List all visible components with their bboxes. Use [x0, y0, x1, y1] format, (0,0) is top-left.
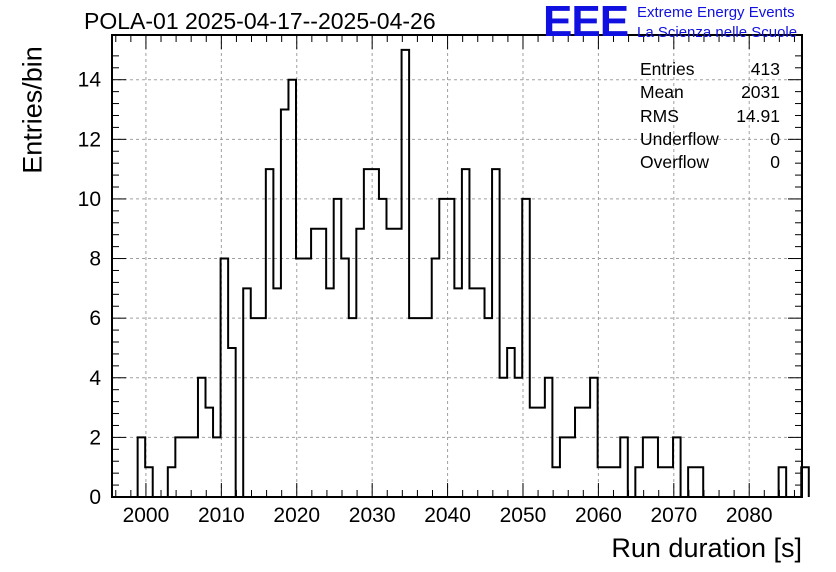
x-tick-label: 2050 — [500, 504, 547, 527]
chart-title: POLA-01 2025-04-17--2025-04-26 — [84, 8, 436, 34]
y-tick-label: 8 — [89, 248, 101, 271]
stats-row-underflow: Underflow 0 — [640, 128, 780, 151]
stats-value: 413 — [750, 59, 780, 79]
stats-value: 0 — [770, 128, 780, 149]
x-axis-label: Run duration [s] — [611, 533, 802, 563]
y-tick-label: 12 — [78, 128, 101, 151]
y-tick-label: 14 — [78, 69, 102, 92]
x-tick-label: 2070 — [650, 504, 697, 527]
x-tick-label: 2040 — [424, 504, 471, 527]
y-tick-label: 6 — [89, 307, 101, 330]
axes: 2000 2010 2020 2030 2040 2050 2060 2070 2080 0 2 4 6… — [78, 34, 803, 527]
stats-row-mean: Mean 2031 — [640, 81, 780, 104]
x-tick-label: 2030 — [349, 504, 396, 527]
stats-label: RMS — [640, 105, 679, 126]
logo-line-2: La Scienza nelle Scuole — [637, 24, 798, 41]
stats-value: 0 — [770, 152, 780, 173]
y-tick-label: 10 — [78, 188, 101, 211]
stats-value: 2031 — [741, 82, 780, 103]
stats-box: Entries 413 Mean 2031 RMS 14.91 Underflow 0 … — [640, 58, 780, 174]
stats-label: Overflow — [640, 152, 710, 173]
x-tick-label: 2080 — [726, 504, 773, 527]
stats-row-entries: Entries 413 — [640, 58, 780, 81]
logo-line-1: Extreme Energy Events — [637, 4, 795, 21]
stats-label: Entries — [640, 59, 695, 79]
y-axis-label: Entries/bin — [17, 46, 48, 174]
x-tick-label: 2000 — [123, 504, 170, 527]
stats-row-overflow: Overflow 0 — [640, 151, 780, 174]
y-tick-label: 2 — [89, 426, 101, 449]
y-tick-label: 4 — [89, 367, 101, 390]
y-tick-label: 0 — [89, 486, 101, 509]
plot-frame — [111, 34, 803, 498]
stats-row-rms: RMS 14.91 — [640, 105, 780, 128]
x-tick-label: 2060 — [575, 504, 622, 527]
stats-label: Underflow — [640, 128, 719, 149]
x-tick-label: 2020 — [273, 504, 320, 527]
x-tick-label: 2010 — [198, 504, 245, 527]
eee-logo: EEE — [543, 0, 629, 46]
stats-value: 14.91 — [736, 105, 780, 126]
stats-label: Mean — [640, 82, 684, 103]
